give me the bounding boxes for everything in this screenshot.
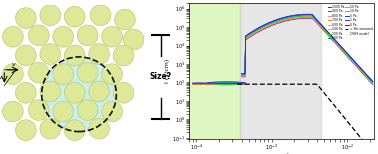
Circle shape	[77, 62, 98, 83]
Circle shape	[3, 101, 23, 122]
Circle shape	[53, 101, 74, 122]
Circle shape	[28, 25, 49, 46]
Circle shape	[40, 5, 60, 26]
Text: $\nabla$v: $\nabla$v	[0, 73, 3, 81]
Circle shape	[102, 101, 122, 122]
Circle shape	[77, 100, 98, 120]
Bar	[189, 3, 240, 139]
Circle shape	[40, 81, 60, 102]
Circle shape	[90, 5, 111, 26]
Circle shape	[113, 45, 134, 66]
Circle shape	[64, 120, 85, 140]
Circle shape	[64, 45, 85, 66]
Circle shape	[15, 8, 36, 28]
Circle shape	[40, 44, 60, 64]
Circle shape	[89, 118, 110, 139]
Y-axis label: I (1/cm): I (1/cm)	[166, 59, 170, 83]
X-axis label: q (1/Å): q (1/Å)	[271, 153, 292, 154]
Circle shape	[102, 26, 122, 47]
Text: Size?: Size?	[150, 73, 172, 81]
Circle shape	[64, 6, 85, 27]
Circle shape	[3, 64, 23, 85]
Circle shape	[102, 64, 122, 85]
Circle shape	[15, 120, 36, 140]
Circle shape	[123, 29, 144, 50]
Bar	[240, 3, 321, 139]
Circle shape	[15, 45, 36, 66]
Circle shape	[53, 26, 74, 47]
Circle shape	[89, 44, 110, 64]
Circle shape	[64, 82, 85, 103]
Circle shape	[77, 25, 98, 46]
Circle shape	[3, 26, 23, 47]
Legend: 1000 Pa, 900 Pa, 800 Pa, 700 Pa, 600 Pa, 500 Pa, 200 Pa, 100 Pa, 50 Pa, 10 Pa, 5: 1000 Pa, 900 Pa, 800 Pa, 700 Pa, 600 Pa,…	[327, 5, 373, 41]
Circle shape	[115, 9, 135, 30]
Circle shape	[40, 118, 60, 139]
Circle shape	[89, 81, 110, 102]
Circle shape	[42, 57, 116, 132]
Circle shape	[15, 82, 36, 103]
Circle shape	[28, 62, 49, 83]
Text: v: v	[11, 61, 15, 67]
Circle shape	[53, 64, 74, 85]
Circle shape	[113, 82, 134, 103]
Circle shape	[28, 100, 49, 120]
